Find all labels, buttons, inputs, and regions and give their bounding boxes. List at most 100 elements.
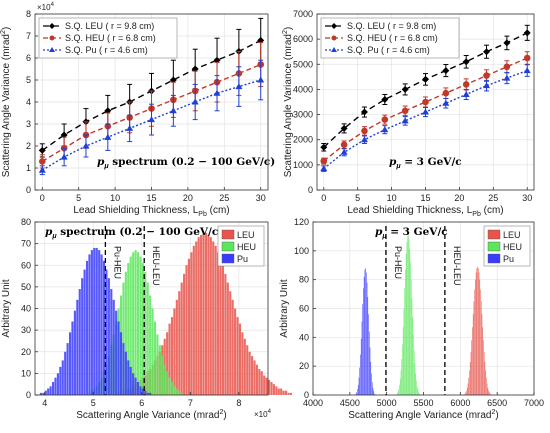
- y-axis-label: Scattering Angle Variance (mrad2): [0, 27, 12, 177]
- chart-panel-top-right: 0 5 10 15 20 25 30 0 1000 2000 3000 4000 5000 6000 700…: [282, 9, 535, 218]
- histogram-bar: [409, 249, 411, 395]
- histogram-bar: [183, 273, 186, 395]
- data-point: [422, 75, 429, 83]
- data-point: [483, 48, 491, 56]
- histogram-bar: [268, 379, 271, 395]
- histogram-bar: [139, 256, 142, 395]
- data-point: [442, 99, 450, 106]
- histogram-bar: [416, 380, 417, 395]
- y-tick-label: 6: [26, 53, 31, 63]
- data-point: [503, 74, 511, 81]
- y-tick-label: 2: [26, 141, 31, 151]
- x-tick-label: 5: [76, 193, 81, 203]
- histogram-bar: [117, 321, 120, 395]
- histogram-bar: [364, 269, 366, 395]
- data-point: [462, 58, 470, 66]
- y-tick-label: 1000: [293, 160, 313, 170]
- histogram-bar: [469, 370, 470, 395]
- x-axis-label-tail: ): [495, 410, 498, 421]
- histogram-bar: [402, 327, 404, 395]
- x-tick-label: 30: [522, 193, 532, 203]
- data-point: [38, 166, 46, 173]
- data-point: [401, 85, 409, 93]
- histogram-bar: [403, 308, 405, 395]
- histogram-bar: [470, 351, 472, 395]
- histogram-bar: [482, 327, 484, 395]
- x-tick-label: 6000: [450, 398, 470, 408]
- series-S.Q. LEU ( r = 9.8 cm): [320, 24, 531, 152]
- histogram-bar: [173, 308, 176, 395]
- histogram-bar: [373, 390, 375, 395]
- histogram-bar: [124, 271, 127, 395]
- histogram-bar: [149, 392, 152, 395]
- data-point: [483, 72, 490, 79]
- data-point: [381, 116, 389, 123]
- annotation-symbol: p: [389, 156, 397, 168]
- legend-swatch: [221, 229, 235, 240]
- histogram-bar: [289, 392, 292, 395]
- data-point: [361, 127, 368, 135]
- histogram-bar: [359, 367, 361, 395]
- data-point: [320, 165, 328, 172]
- histogram-bar: [132, 252, 135, 395]
- data-point: [38, 158, 46, 165]
- histogram-bar: [287, 392, 290, 395]
- annotation-rest: = 3 GeV/c: [401, 156, 462, 168]
- histogram-bar: [209, 237, 212, 395]
- histogram-bar: [475, 279, 476, 395]
- histogram-bar: [398, 389, 400, 395]
- y-tick-label: 80: [299, 275, 309, 285]
- annotation-rest: spectrum (0.2 − 100 GeV/c): [109, 156, 276, 168]
- legend-label: LEU: [503, 230, 521, 240]
- y-tick-label: 100: [294, 246, 309, 256]
- histogram-bar: [166, 332, 169, 395]
- histogram-bar: [85, 260, 89, 395]
- histogram-bar: [358, 377, 360, 395]
- histogram-bar: [66, 343, 69, 395]
- y-tick-label: 2000: [293, 135, 313, 145]
- histogram-bar: [408, 234, 409, 395]
- data-point: [523, 29, 531, 37]
- histogram-bar: [363, 276, 365, 395]
- data-point: [523, 67, 531, 74]
- histogram-bar: [472, 327, 473, 395]
- histogram-bar: [238, 323, 242, 395]
- histogram-bar: [42, 392, 45, 395]
- legend-marker: [49, 23, 55, 29]
- histogram-bar: [355, 393, 357, 395]
- histogram-bar: [129, 256, 132, 395]
- exponent-label: ×104: [254, 409, 272, 419]
- histogram-bar: [122, 282, 125, 395]
- histogram-bar: [64, 351, 67, 395]
- histogram-bar: [175, 299, 178, 395]
- histogram-bar: [253, 360, 256, 395]
- histogram-bar: [408, 239, 410, 395]
- y-axis-label-sup: 2: [282, 30, 289, 34]
- histogram-bar: [83, 269, 86, 395]
- histogram-bar: [73, 310, 76, 395]
- x-tick-label: 5: [355, 193, 360, 203]
- histogram-bar: [166, 371, 169, 395]
- histogram-bar: [204, 232, 208, 395]
- y-axis-label-text: Scattering Angle Variance (mrad: [283, 34, 294, 177]
- x-tick-label: 7: [188, 398, 193, 408]
- legend-label: Pu: [503, 254, 514, 264]
- histogram-bar: [367, 296, 369, 395]
- histogram-bar: [127, 360, 130, 395]
- histogram-bar: [219, 258, 222, 395]
- histogram-bar: [93, 247, 96, 395]
- histogram-bar: [207, 234, 210, 395]
- histogram-bar: [487, 387, 489, 395]
- histogram-bar: [396, 393, 398, 395]
- histogram-bar: [161, 356, 164, 395]
- histogram-bar: [486, 383, 488, 395]
- histogram-bar: [411, 298, 413, 395]
- chart-panel-bottom-right: Pu-HEU HEU-LEU 4000 4500 5000 5500 6000 6500 700…: [279, 217, 544, 421]
- annotation-sub: μ: [103, 163, 109, 170]
- histogram-bar: [71, 321, 74, 395]
- histogram-bar: [134, 250, 137, 395]
- annotation-symbol: p: [97, 156, 105, 168]
- y-tick-label: 3: [26, 119, 31, 129]
- histogram-bar: [472, 314, 474, 395]
- y-tick-label: 80: [21, 217, 31, 227]
